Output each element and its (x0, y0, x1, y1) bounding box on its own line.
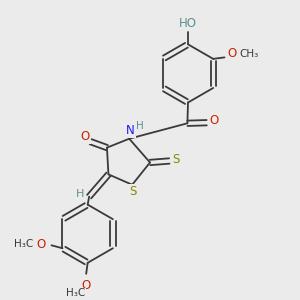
Text: O: O (209, 114, 219, 128)
Text: S: S (129, 185, 137, 198)
Text: N: N (126, 124, 135, 137)
Text: O: O (227, 47, 236, 60)
Text: H₃C: H₃C (14, 239, 34, 249)
Text: S: S (172, 153, 179, 166)
Text: CH₃: CH₃ (239, 49, 259, 58)
Text: H: H (76, 189, 84, 199)
Text: H: H (136, 121, 144, 131)
Text: H₃C: H₃C (66, 288, 85, 298)
Text: O: O (81, 279, 90, 292)
Text: O: O (81, 130, 90, 143)
Text: O: O (37, 238, 46, 250)
Text: HO: HO (179, 17, 197, 30)
